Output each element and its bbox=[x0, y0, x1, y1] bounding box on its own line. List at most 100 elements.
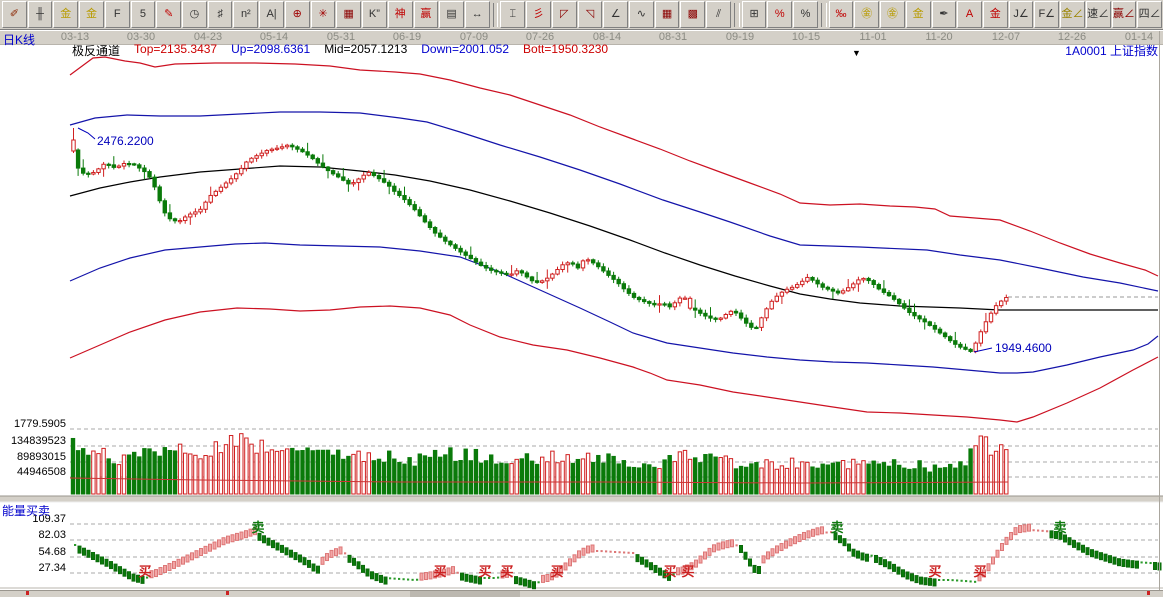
toolbar: ✐ ╫ 金金 F 5 ✎ ◷ ♯ n² A| ⊕ ✳ ▦ K” 神赢 ▤ ↔ ⌶ 彡 ◸ ◹ ∠ ∿ ▦ ▩ ⫽ ⊞%% ‰ ㊎㊎金 ✒ A… bbox=[0, 0, 1163, 30]
band-value-1: Top=2135.3437 bbox=[134, 42, 218, 56]
buy-marker: 买 bbox=[663, 564, 676, 579]
tool-a-ruler-icon[interactable]: A| bbox=[259, 1, 284, 28]
buy-marker: 买 bbox=[928, 564, 941, 579]
indicator-name: 极反通道 bbox=[72, 44, 121, 58]
tool-ying-slope-icon[interactable]: 赢∠ bbox=[1111, 1, 1137, 28]
buy-marker: 买 bbox=[138, 564, 151, 579]
tool-parallel-lines-icon[interactable]: ⫽ bbox=[706, 1, 731, 28]
tool-si-slope-icon[interactable]: 四∠ bbox=[1137, 1, 1162, 28]
low-price-annotation: 1949.4600 bbox=[995, 341, 1052, 355]
date-tick-label: 09-19 bbox=[725, 31, 755, 43]
date-tick-label: 10-15 bbox=[791, 31, 821, 43]
tool-grid-red-2-icon[interactable]: ▩ bbox=[680, 1, 706, 28]
tool-f-slope-icon[interactable]: F∠ bbox=[1034, 1, 1060, 28]
date-tick-label: 12-26 bbox=[1057, 31, 1087, 43]
horizontal-scrollbar[interactable] bbox=[0, 590, 1163, 597]
tool-data-table-icon[interactable]: ⊞ bbox=[741, 1, 767, 28]
volume-axis-value: 89893015 bbox=[17, 451, 66, 463]
tool-gold-grid-2-icon[interactable]: 金 bbox=[79, 1, 104, 28]
tool-gold-red-icon[interactable]: 金 bbox=[982, 1, 1008, 28]
indicator-header: 极反通道 Top=2135.3437 Up=2098.6361 Mid=2057.12… bbox=[72, 42, 608, 59]
date-tick-label: 06-19 bbox=[392, 31, 422, 43]
tool-gold-circle-2-icon[interactable]: ㊎ bbox=[880, 1, 905, 28]
oscillator-axis-value: 82.03 bbox=[38, 529, 66, 541]
sell-marker: 卖 bbox=[251, 520, 264, 535]
tool-permille-icon[interactable]: ‰ bbox=[828, 1, 854, 28]
date-tick-label: 01-14 bbox=[1124, 31, 1154, 43]
tool-hash-grid-icon[interactable]: ♯ bbox=[207, 1, 233, 28]
buy-marker: 买 bbox=[433, 564, 446, 579]
sell-marker: 卖 bbox=[830, 520, 843, 535]
date-tick-label: 11-20 bbox=[925, 31, 953, 43]
tool-kline-grid-icon[interactable]: ╫ bbox=[27, 1, 53, 28]
date-tick-label: 08-31 bbox=[658, 31, 688, 43]
tool-k-quote-icon[interactable]: K” bbox=[362, 1, 387, 28]
tool-f-grid-icon[interactable]: F bbox=[104, 1, 130, 28]
buy-marker: 买 bbox=[478, 564, 491, 579]
tool-ying-icon[interactable]: 赢 bbox=[413, 1, 439, 28]
date-tick-label: 05-14 bbox=[259, 31, 289, 43]
toolbar-separator bbox=[492, 2, 499, 27]
date-tick-label: 03-30 bbox=[126, 31, 156, 43]
date-tick-label: 11-01 bbox=[859, 31, 887, 43]
tool-red-pen-icon[interactable]: ✎ bbox=[156, 1, 182, 28]
date-tick-label: 03-13 bbox=[60, 31, 90, 43]
tool-asterisk-circle-icon[interactable]: ✳ bbox=[310, 1, 336, 28]
tool-pillar-icon[interactable]: ⌶ bbox=[500, 1, 526, 28]
band-value-5: Bott=1950.3230 bbox=[523, 42, 609, 56]
tool-grid-123-icon[interactable]: ▤ bbox=[439, 1, 464, 28]
tool-clock-icon[interactable]: ◷ bbox=[182, 1, 207, 28]
scrollbar-tick bbox=[26, 591, 29, 595]
tool-n-squared-icon[interactable]: n² bbox=[233, 1, 259, 28]
tool-trend-angle-icon[interactable]: ∠ bbox=[603, 1, 629, 28]
date-tick-label: 12-07 bbox=[991, 31, 1021, 43]
tool-gold-line-icon[interactable]: 金 bbox=[905, 1, 931, 28]
tool-j-slope-icon[interactable]: J∠ bbox=[1008, 1, 1034, 28]
tool-dense-grid-icon[interactable]: ▦ bbox=[336, 1, 362, 28]
tool-shen-icon[interactable]: 神 bbox=[387, 1, 413, 28]
toolbar-separator bbox=[820, 2, 827, 27]
tool-percent-red-icon[interactable]: % bbox=[767, 1, 793, 28]
tool-percent-icon[interactable]: % bbox=[793, 1, 818, 28]
oscillator-axis-value: 27.34 bbox=[38, 562, 66, 574]
tool-five-grid-icon[interactable]: 5 bbox=[130, 1, 156, 28]
scrollbar-thumb[interactable] bbox=[410, 591, 520, 597]
oscillator-name-label: 能量买卖 bbox=[2, 504, 51, 518]
date-tick-label: 04-23 bbox=[193, 31, 223, 43]
oscillator-axis-value: 109.37 bbox=[32, 513, 66, 525]
right-border bbox=[1159, 31, 1160, 590]
buy-marker: 买 bbox=[681, 564, 694, 579]
volume-axis-value: 1779.5905 bbox=[14, 418, 66, 430]
tool-a-wave-icon[interactable]: A bbox=[957, 1, 982, 28]
date-tick-label: 07-26 bbox=[525, 31, 555, 43]
tool-crosshair-circle-icon[interactable]: ⊕ bbox=[284, 1, 310, 28]
date-tick-label: 05-31 bbox=[326, 31, 356, 43]
tool-grid-red-1-icon[interactable]: ▦ bbox=[654, 1, 680, 28]
tool-su-slope-icon[interactable]: 速∠ bbox=[1085, 1, 1111, 28]
toolbar-separator bbox=[733, 2, 740, 27]
scrollbar-tick bbox=[226, 591, 229, 595]
tool-gold-circle-1-icon[interactable]: ㊎ bbox=[854, 1, 880, 28]
symbol-label[interactable]: 1A0001 上证指数 bbox=[1065, 44, 1158, 58]
tool-h-span-icon[interactable]: ↔ bbox=[464, 1, 490, 28]
tool-fan-chart-2-icon[interactable]: ◹ bbox=[577, 1, 603, 28]
tool-fan-chart-1-icon[interactable]: ◸ bbox=[551, 1, 577, 28]
sell-marker: 卖 bbox=[1053, 520, 1066, 535]
tool-rays-icon[interactable]: 彡 bbox=[526, 1, 551, 28]
band-value-4: Down=2001.052 bbox=[421, 42, 510, 56]
buy-marker: 买 bbox=[500, 564, 513, 579]
tool-gold-slope-icon[interactable]: 金∠ bbox=[1060, 1, 1085, 28]
tool-zigzag-icon[interactable]: ∿ bbox=[629, 1, 654, 28]
date-tick-label: 08-14 bbox=[592, 31, 622, 43]
tool-draw-brush-icon[interactable]: ✐ bbox=[2, 1, 27, 28]
period-label: 日K线 bbox=[3, 33, 36, 47]
band-value-2: Up=2098.6361 bbox=[231, 42, 311, 56]
date-axis: 日K线 03-13 03-30 04-23 05-14 05-31 06-19 07-09 0… bbox=[0, 31, 1163, 47]
buy-marker: 买 bbox=[550, 564, 563, 579]
tool-ink-pen-icon[interactable]: ✒ bbox=[931, 1, 957, 28]
scrollbar-tick bbox=[1147, 591, 1150, 595]
volume-axis-value: 134839523 bbox=[10, 435, 66, 447]
tool-gold-grid-1-icon[interactable]: 金 bbox=[53, 1, 79, 28]
